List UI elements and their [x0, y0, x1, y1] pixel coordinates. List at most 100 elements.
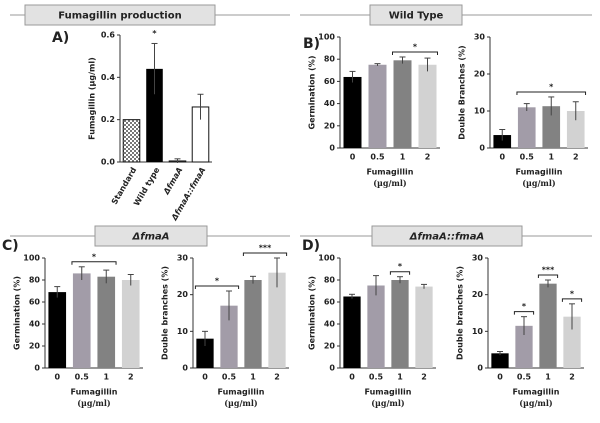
x-tick-label: 1 — [400, 153, 406, 162]
x-tick-label: 1 — [250, 373, 256, 382]
bar — [268, 272, 286, 368]
x-tick-label: 2 — [421, 373, 427, 382]
y-tick-label: 0.2 — [101, 115, 115, 124]
error-bar — [569, 303, 575, 330]
y-axis-label: Germination (%) — [308, 56, 317, 130]
header: ΔfmaA — [132, 232, 170, 243]
y-tick-label: 40 — [29, 320, 41, 329]
y-tick-label: 100 — [318, 254, 335, 263]
y-tick-label: 10 — [474, 107, 486, 116]
bar — [367, 285, 385, 368]
bar — [566, 111, 585, 148]
header-box — [24, 4, 216, 26]
error-bar — [399, 56, 406, 64]
bar — [72, 273, 91, 368]
x-axis-unit: (µg/ml) — [224, 398, 258, 408]
x-tick-label: 1 — [548, 153, 554, 162]
bar — [515, 325, 533, 368]
error-bar — [548, 96, 555, 116]
error-bar — [151, 42, 158, 95]
x-tick-label: ΔfmaA — [161, 166, 184, 197]
y-tick-label: 30 — [474, 33, 486, 42]
header: Wild Type — [389, 11, 444, 22]
x-tick-label: 0 — [350, 153, 356, 162]
bar — [244, 280, 262, 368]
y-tick-label: 0 — [329, 144, 335, 153]
error-bar — [274, 257, 280, 288]
bar — [196, 338, 214, 368]
y-tick-label: 30 — [472, 254, 484, 263]
y-tick-label: 0 — [479, 144, 485, 153]
significance-label: * — [549, 82, 554, 91]
error-bar — [499, 129, 506, 141]
error-bar — [397, 276, 403, 284]
error-bar — [521, 316, 527, 335]
y-tick-label: 80 — [29, 276, 41, 285]
y-tick-label: 20 — [472, 290, 484, 299]
x-tick-label: 1 — [545, 373, 551, 382]
significance-label: * — [92, 252, 97, 261]
significance-label: * — [570, 289, 575, 298]
bar — [415, 286, 433, 368]
y-tick-label: 20 — [177, 290, 189, 299]
x-axis-label: Fumagillin — [513, 388, 560, 397]
error-bar — [349, 70, 356, 83]
significance-label: * — [522, 302, 527, 311]
bar — [393, 60, 412, 149]
y-tick-label: 20 — [324, 342, 336, 351]
header-box — [369, 4, 463, 26]
x-axis-label: Fumagillin — [516, 168, 563, 177]
error-bar — [497, 351, 503, 356]
x-tick-label: 0 — [349, 373, 355, 382]
x-tick-label: 0 — [499, 153, 505, 162]
bar — [418, 64, 437, 148]
y-axis-label: Double branches (%) — [161, 266, 170, 360]
y-tick-label: 60 — [29, 298, 41, 307]
error-bar — [54, 286, 61, 298]
x-tick-label: 2 — [425, 153, 431, 162]
bar — [48, 292, 67, 368]
y-tick-label: 80 — [324, 276, 336, 285]
bar — [343, 76, 362, 148]
y-tick-label: 0 — [34, 364, 40, 373]
y-tick-label: 40 — [324, 320, 336, 329]
error-bar — [103, 269, 110, 284]
y-tick-label: 100 — [23, 254, 40, 263]
y-tick-label: 10 — [177, 327, 189, 336]
significance-bracket — [516, 91, 587, 95]
bar — [491, 353, 509, 368]
bar — [220, 305, 238, 368]
x-axis-label: Fumagillin — [365, 388, 412, 397]
y-tick-label: 60 — [324, 77, 336, 86]
significance-label: *** — [259, 244, 272, 253]
y-tick-label: 0 — [329, 364, 335, 373]
error-bar — [127, 274, 134, 286]
x-axis-label: Fumagillin — [218, 388, 265, 397]
error-bar — [545, 279, 551, 288]
x-axis-unit: (µg/ml) — [77, 398, 111, 408]
bar — [563, 316, 581, 368]
y-tick-label: 40 — [324, 99, 336, 108]
x-axis-label: Fumagillin — [367, 168, 414, 177]
y-axis-label: Double branches (%) — [456, 266, 465, 360]
significance-bracket — [513, 311, 535, 315]
y-tick-label: 60 — [324, 298, 336, 307]
x-axis-label: Fumagillin — [71, 388, 118, 397]
header: Fumagillin production — [58, 11, 181, 22]
y-axis-label: Germination (%) — [308, 276, 317, 350]
panel-label: D) — [302, 238, 320, 254]
y-tick-label: 20 — [474, 70, 486, 79]
significance-label: * — [152, 29, 157, 38]
x-tick-label: 0 — [202, 373, 208, 382]
x-tick-label: 0.5 — [520, 153, 535, 162]
y-tick-label: 20 — [29, 342, 41, 351]
error-bar — [523, 103, 530, 111]
y-axis-label: Germination (%) — [13, 276, 22, 350]
x-tick-label: 2 — [573, 153, 579, 162]
y-tick-label: 10 — [472, 327, 484, 336]
error-bar — [202, 330, 208, 346]
bar — [517, 107, 536, 148]
y-tick-label: 0.0 — [101, 158, 116, 167]
y-tick-label: 0 — [477, 364, 483, 373]
